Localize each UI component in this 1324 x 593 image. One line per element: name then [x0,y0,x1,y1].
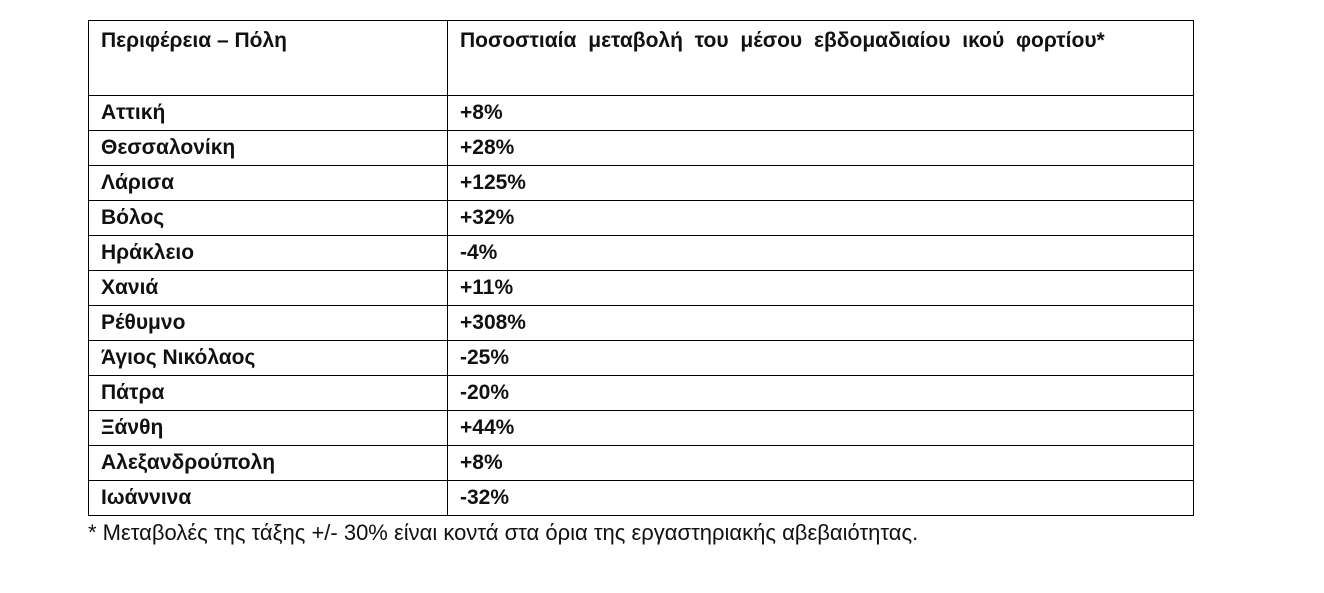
viral-load-table: Περιφέρεια – Πόλη Ποσοστιαία μεταβολή το… [88,20,1194,516]
cell-region: Ρέθυμνο [88,305,448,341]
cell-region: Πάτρα [88,375,448,411]
table-row: Αττική +8% [88,95,1194,131]
cell-region: Χανιά [88,270,448,306]
cell-region: Άγιος Νικόλαος [88,340,448,376]
cell-region: Λάρισα [88,165,448,201]
cell-change: +308% [447,305,1194,341]
cell-change: +125% [447,165,1194,201]
header-region: Περιφέρεια – Πόλη [88,20,448,96]
table-footnote: * Μεταβολές της τάξης +/- 30% είναι κοντ… [88,520,919,545]
cell-region: Αλεξανδρούπολη [88,445,448,481]
table-row: Πάτρα -20% [88,375,1194,411]
table-row: Αλεξανδρούπολη +8% [88,445,1194,481]
cell-region: Ξάνθη [88,410,448,446]
cell-change: +11% [447,270,1194,306]
table-row: Χανιά +11% [88,270,1194,306]
cell-region: Αττική [88,95,448,131]
table-header-row: Περιφέρεια – Πόλη Ποσοστιαία μεταβολή το… [88,20,1194,96]
cell-change: +44% [447,410,1194,446]
cell-change: +32% [447,200,1194,236]
cell-region: Θεσσαλονίκη [88,130,448,166]
cell-change: +8% [447,95,1194,131]
cell-change: -4% [447,235,1194,271]
table-row: Άγιος Νικόλαος -25% [88,340,1194,376]
table-row: Βόλος +32% [88,200,1194,236]
cell-region: Ηράκλειο [88,235,448,271]
cell-change: -32% [447,480,1194,516]
cell-change: +8% [447,445,1194,481]
document-body: Περιφέρεια – Πόλη Ποσοστιαία μεταβολή το… [88,20,1194,546]
cell-change: -20% [447,375,1194,411]
table-row: Θεσσαλονίκη +28% [88,130,1194,166]
cell-change: -25% [447,340,1194,376]
table-row: Ρέθυμνο +308% [88,305,1194,341]
cell-region: Ιωάννινα [88,480,448,516]
cell-region: Βόλος [88,200,448,236]
table-row: Ιωάννινα -32% [88,480,1194,516]
header-change: Ποσοστιαία μεταβολή του μέσου εβδομαδιαί… [447,20,1194,96]
table-row: Λάρισα +125% [88,165,1194,201]
table-row: Ηράκλειο -4% [88,235,1194,271]
table-row: Ξάνθη +44% [88,410,1194,446]
table-body: Αττική +8% Θεσσαλονίκη +28% Λάρισα +125%… [88,95,1194,516]
cell-change: +28% [447,130,1194,166]
